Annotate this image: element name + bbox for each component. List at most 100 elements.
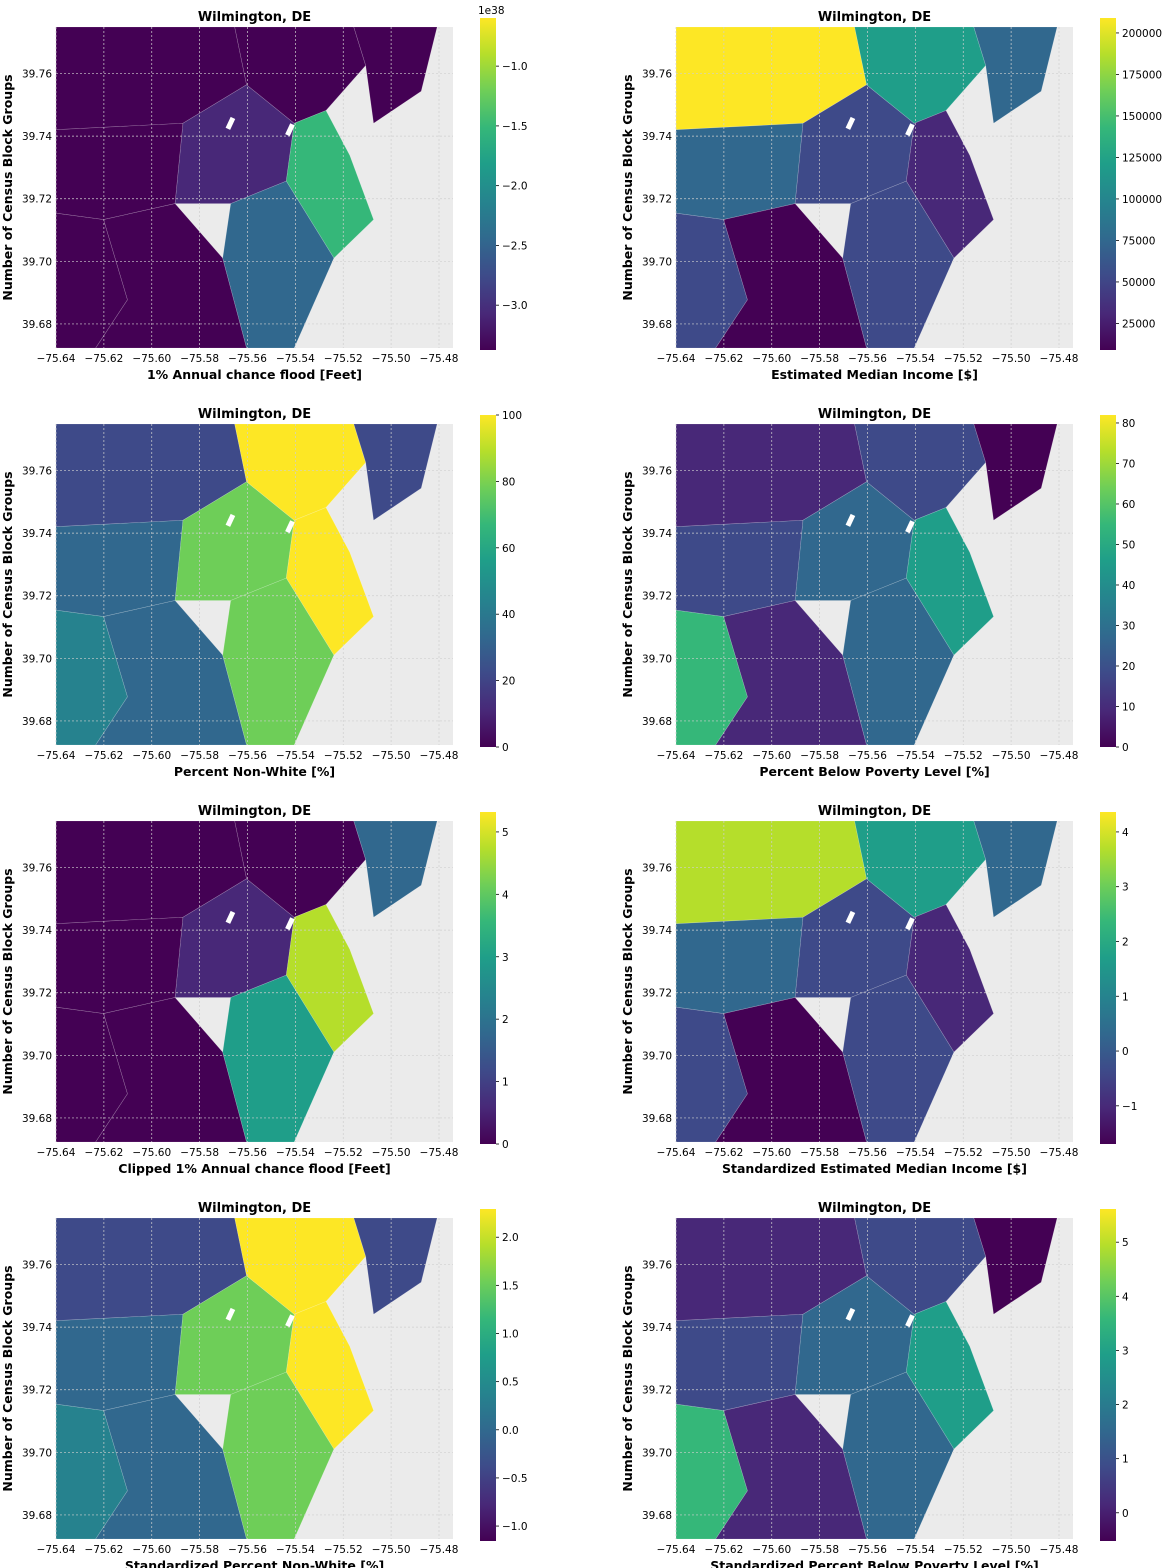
x-tick-label: −75.64 [37, 750, 76, 762]
colorbar-tick-label: −1.5 [502, 121, 528, 133]
colorbar-tick-label: −1.0 [502, 1521, 528, 1533]
missing-region-2 [285, 1314, 295, 1328]
colorbar-tick-label: 0 [502, 1139, 509, 1151]
missing-region-1 [845, 1307, 856, 1321]
missing-region-1 [225, 1307, 236, 1321]
y-tick-label: 39.74 [22, 131, 52, 143]
y-tick-label: 39.70 [642, 256, 672, 268]
missing-region-2 [285, 123, 295, 137]
y-tick-label: 39.72 [642, 194, 672, 206]
x-tick-label: −75.50 [992, 1544, 1031, 1556]
missing-region-2 [905, 123, 915, 137]
y-tick-label: 39.68 [642, 1510, 672, 1522]
y-tick-label: 39.68 [22, 319, 52, 331]
x-tick-label: −75.60 [752, 750, 791, 762]
colorbar-tick-label: 200000 [1122, 28, 1162, 40]
x-tick-label: −75.58 [800, 1147, 839, 1159]
y-tick-label: 39.68 [642, 1113, 672, 1125]
panel-title: Wilmington, DE [198, 804, 311, 819]
panel-title: Wilmington, DE [198, 407, 311, 422]
colorbar-tick-label: 1 [1122, 1454, 1129, 1466]
x-tick-label: −75.60 [132, 1147, 171, 1159]
colorbar-tick-label: 100 [502, 410, 522, 422]
x-tick-label: −75.64 [657, 353, 696, 365]
x-tick-label: −75.48 [1040, 353, 1079, 365]
colorbar [480, 812, 496, 1144]
colorbar [480, 1209, 496, 1541]
colorbar-tick-label: 4 [502, 889, 509, 901]
x-tick-label: −75.54 [276, 750, 315, 762]
x-tick-label: −75.48 [1040, 1544, 1079, 1556]
x-tick-label: −75.56 [228, 353, 267, 365]
colorbar-tick-label: 40 [502, 609, 515, 621]
colorbar-tick-label: 2 [1122, 936, 1129, 948]
colorbar-tick-label: 25000 [1122, 318, 1155, 330]
missing-region-2 [285, 917, 295, 931]
y-tick-label: 39.76 [22, 1260, 52, 1272]
x-tick-label: −75.60 [752, 1147, 791, 1159]
region-sw [675, 1006, 748, 1143]
y-axis-label: Number of Census Block Groups [0, 868, 15, 1094]
x-tick-label: −75.62 [704, 1147, 743, 1159]
colorbar-tick-label: 5 [502, 827, 509, 839]
colorbar-tick-label: −1.0 [502, 61, 528, 73]
x-tick-label: −75.64 [37, 1147, 76, 1159]
y-tick-label: 39.68 [642, 319, 672, 331]
region-west [55, 1313, 184, 1411]
panel-title: Wilmington, DE [818, 1201, 931, 1216]
y-tick-label: 39.72 [22, 1385, 52, 1397]
colorbar-tick-label: 1.5 [502, 1280, 519, 1292]
colorbar-tick-label: 50000 [1122, 277, 1155, 289]
x-tick-label: −75.48 [1040, 750, 1079, 762]
x-tick-label: −75.50 [992, 1147, 1031, 1159]
x-tick-label: −75.48 [1040, 1147, 1079, 1159]
x-tick-label: −75.60 [752, 1544, 791, 1556]
map-panel-7: Wilmington, DE −75.64 −75.62 −75.60 −75.58 −7… [0, 1201, 528, 1568]
x-axis-label: 1% Annual chance flood [Feet] [147, 367, 362, 382]
colorbar-tick-label: 175000 [1122, 69, 1162, 81]
y-tick-label: 39.76 [22, 466, 52, 478]
x-tick-label: −75.50 [992, 353, 1031, 365]
colorbar-tick-label: −2.0 [502, 181, 528, 193]
y-tick-label: 39.70 [642, 1447, 672, 1459]
x-tick-label: −75.58 [180, 1147, 219, 1159]
panel-title: Wilmington, DE [818, 804, 931, 819]
region-fareast [353, 26, 438, 124]
region-west [675, 122, 804, 220]
region-west [675, 519, 804, 617]
y-tick-label: 39.74 [22, 1322, 52, 1334]
missing-region-1 [845, 910, 856, 924]
missing-region-1 [225, 910, 236, 924]
x-tick-label: −75.54 [276, 353, 315, 365]
x-tick-label: −75.64 [657, 1544, 696, 1556]
x-tick-label: −75.60 [132, 1544, 171, 1556]
x-tick-label: −75.52 [324, 1147, 363, 1159]
colorbar [1100, 812, 1116, 1144]
missing-region-2 [905, 917, 915, 931]
x-tick-label: −75.52 [944, 1147, 983, 1159]
region-sw [675, 212, 748, 349]
y-axis-label: Number of Census Block Groups [620, 471, 635, 697]
region-west [675, 916, 804, 1014]
colorbar [480, 415, 496, 747]
colorbar-tick-label: 4 [1122, 827, 1129, 839]
missing-region-1 [845, 513, 856, 527]
panel-title: Wilmington, DE [818, 407, 931, 422]
colorbar-tick-label: 2 [1122, 1400, 1129, 1412]
colorbar-tick-label: 2.0 [502, 1232, 519, 1244]
region-fareast [353, 423, 438, 521]
colorbar-tick-label: 0 [1122, 1508, 1129, 1520]
region-west [55, 519, 184, 617]
colorbar [1100, 18, 1116, 350]
region-west [55, 916, 184, 1014]
map-panel-8: Wilmington, DE −75.64 −75.62 −75.60 −75.58 −7… [620, 1201, 1129, 1568]
x-tick-label: −75.48 [420, 353, 459, 365]
x-axis-label: Estimated Median Income [$] [771, 367, 978, 382]
missing-region-1 [225, 513, 236, 527]
x-tick-label: −75.54 [896, 750, 935, 762]
region-fareast [353, 1217, 438, 1315]
y-tick-label: 39.70 [22, 1050, 52, 1062]
x-tick-label: −75.48 [420, 1544, 459, 1556]
colorbar-tick-label: 1.0 [502, 1329, 519, 1341]
missing-region-1 [845, 116, 856, 130]
